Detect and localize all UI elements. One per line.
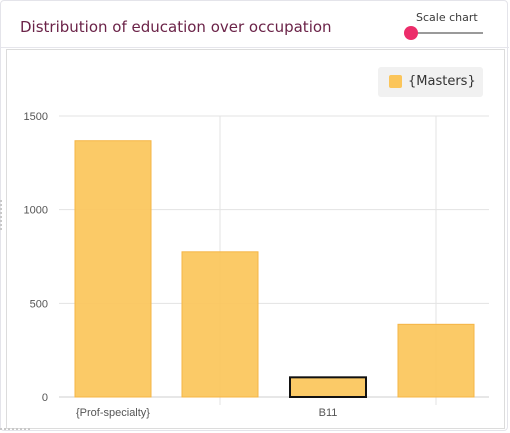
resize-handle-left[interactable] xyxy=(0,200,4,230)
x-tick-label: B11 xyxy=(319,407,338,419)
bar xyxy=(397,323,475,398)
scale-slider-thumb[interactable] xyxy=(404,26,418,40)
y-tick-label: 1000 xyxy=(24,205,48,217)
card-header: Distribution of education over occupatio… xyxy=(1,1,509,48)
scale-slider-track[interactable] xyxy=(413,32,483,34)
y-tick-label: 1500 xyxy=(24,111,48,123)
bar xyxy=(181,251,259,398)
chart-title: Distribution of education over occupatio… xyxy=(20,18,332,36)
legend[interactable]: {Masters} xyxy=(378,67,483,97)
plot-area xyxy=(6,49,505,429)
bar xyxy=(74,140,152,398)
resize-handle-bottom[interactable] xyxy=(0,428,30,432)
y-tick-label: 500 xyxy=(30,298,48,310)
legend-label: {Masters} xyxy=(408,74,476,89)
scale-chart-label: Scale chart xyxy=(416,11,478,24)
legend-swatch xyxy=(389,75,402,88)
y-tick-label: 0 xyxy=(42,392,48,404)
bar xyxy=(289,376,367,398)
x-tick-label: {Prof-specialty} xyxy=(76,407,150,419)
